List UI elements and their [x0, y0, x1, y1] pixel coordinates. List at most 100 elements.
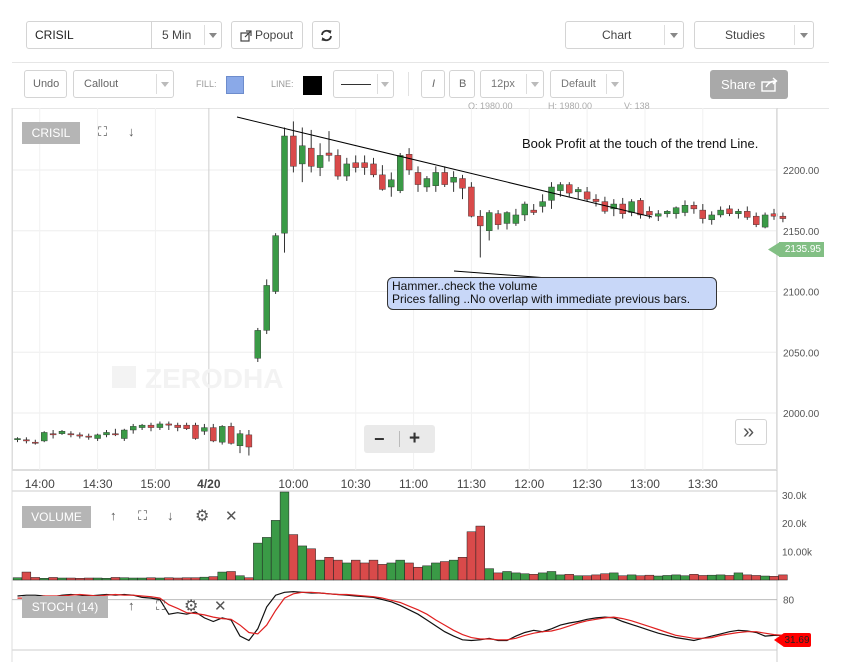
callout-box[interactable]: Hammer..check the volume Prices falling …: [387, 277, 717, 310]
candle-body: [726, 208, 733, 214]
candle-body: [58, 431, 66, 434]
volume-bar: [395, 559, 405, 581]
volume-bar: [146, 577, 156, 581]
candle-body: [245, 434, 253, 448]
volume-bar: [155, 577, 165, 581]
candle-body: [432, 172, 439, 186]
candle-body: [655, 213, 662, 217]
font-size-label: 12px: [491, 78, 515, 90]
font-family-select[interactable]: Default: [550, 70, 624, 98]
volume-bar: [635, 575, 646, 581]
zoom-out-button[interactable]: −: [374, 428, 385, 449]
volume-bar: [253, 542, 263, 581]
candle-body: [192, 424, 199, 439]
volume-bar: [30, 577, 40, 581]
close-icon[interactable]: ✕: [225, 508, 238, 525]
expand-icon[interactable]: ⛶: [156, 598, 166, 613]
volume-bar: [324, 557, 334, 581]
volume-bar: [288, 534, 299, 581]
volume-bar: [707, 574, 717, 581]
fill-color-swatch[interactable]: [226, 76, 244, 94]
annotation-label: Book Profit at the touch of the trend Li…: [522, 136, 759, 151]
volume-bar: [537, 572, 548, 581]
volume-bar: [475, 525, 485, 581]
x-tick-label: 11:30: [457, 477, 486, 491]
candle-body: [690, 205, 698, 210]
candle-body: [441, 172, 448, 185]
annotation-text[interactable]: Book Profit at the touch of the trend Li…: [522, 135, 762, 153]
font-size-select[interactable]: 12px: [480, 70, 544, 98]
interval-select[interactable]: 5 Min: [151, 21, 222, 49]
candle-body: [717, 209, 724, 216]
candle-body: [459, 178, 466, 189]
candle-body: [477, 215, 484, 227]
volume-bar: [715, 574, 726, 581]
studies-select[interactable]: Studies: [694, 21, 814, 49]
volume-bar: [422, 565, 432, 581]
volume-bar: [733, 572, 744, 581]
symbol-input[interactable]: CRISIL: [26, 21, 152, 49]
volume-bar: [644, 574, 655, 581]
gear-icon[interactable]: ⚙: [184, 598, 199, 615]
line-style-select[interactable]: [333, 70, 394, 98]
expand-icon[interactable]: ⛶: [138, 508, 148, 523]
undo-button[interactable]: Undo: [24, 70, 67, 98]
zoom-in-button[interactable]: +: [409, 428, 421, 449]
arrow-down-icon[interactable]: ↓: [167, 508, 174, 523]
font-family-label: Default: [561, 78, 596, 90]
x-tick-label: 13:30: [688, 477, 718, 491]
volume-bar: [520, 573, 530, 581]
volume-bar: [279, 491, 290, 581]
share-button[interactable]: Share: [710, 70, 788, 99]
chart-type-select[interactable]: Chart: [565, 21, 684, 49]
volume-bar: [235, 575, 245, 581]
volume-bar: [137, 577, 147, 581]
stoch-lines: [17, 590, 783, 642]
close-icon[interactable]: ✕: [214, 598, 227, 615]
candle-body: [370, 163, 377, 176]
volume-bar: [12, 577, 23, 581]
arrow-down-icon[interactable]: ↓: [128, 124, 135, 139]
line-color-swatch[interactable]: [303, 76, 322, 95]
candle-body: [129, 426, 137, 431]
trend-line[interactable]: [236, 116, 653, 218]
zoom-control: − +: [364, 425, 435, 453]
expand-icon[interactable]: ⛶: [98, 124, 108, 139]
arrow-up-icon[interactable]: ↑: [128, 598, 135, 613]
chevron-down-icon: [800, 33, 808, 38]
scroll-right-button[interactable]: »: [735, 419, 767, 445]
popout-button[interactable]: Popout: [231, 21, 303, 49]
candle-body: [41, 432, 48, 442]
candle-body: [343, 163, 350, 177]
bold-button[interactable]: B: [449, 70, 475, 98]
refresh-icon: [321, 29, 332, 42]
refresh-button[interactable]: [312, 21, 340, 49]
candle-body: [539, 201, 546, 207]
volume-bar: [618, 575, 628, 581]
x-tick-label: 12:30: [572, 477, 602, 491]
candle-body: [397, 155, 404, 191]
callout-line-1: Hammer..check the volume: [392, 279, 538, 293]
candle-body: [744, 211, 751, 218]
volume-bar: [368, 559, 379, 581]
tool-select[interactable]: Callout: [73, 70, 174, 98]
symbol-text: CRISIL: [35, 28, 74, 42]
volume-tick-label: 20.0k: [782, 519, 807, 530]
interval-text: 5 Min: [162, 28, 192, 42]
volume-tick-label: 30.0k: [782, 491, 807, 502]
volume-bar: [626, 574, 637, 581]
x-tick-label: 13:00: [630, 477, 660, 491]
candle-body: [450, 177, 457, 183]
italic-button[interactable]: I: [421, 70, 445, 98]
candle-body: [183, 424, 190, 429]
arrow-up-icon[interactable]: ↑: [110, 508, 117, 523]
volume-bar: [297, 545, 307, 581]
stoch-title-text: STOCH (14): [31, 600, 99, 614]
candle-body: [174, 424, 181, 428]
annotation-pointer: [453, 270, 549, 279]
gear-icon[interactable]: ⚙: [195, 508, 210, 525]
volume-bar: [84, 577, 94, 581]
panel-title-stoch: STOCH (14): [22, 596, 108, 618]
volume-bar: [573, 575, 583, 581]
